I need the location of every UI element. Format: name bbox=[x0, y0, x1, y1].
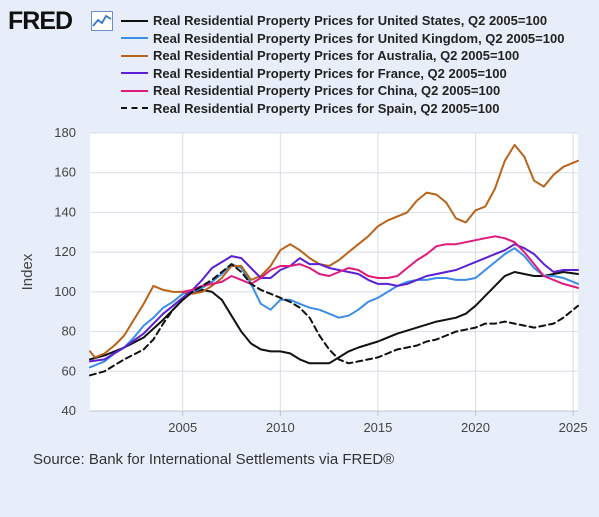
y-tick-label: 40 bbox=[62, 403, 76, 418]
legend-swatch bbox=[121, 107, 148, 110]
legend-item[interactable]: Real Residential Property Prices for Aus… bbox=[121, 47, 564, 65]
legend-swatch bbox=[121, 54, 148, 57]
x-tick-label: 2010 bbox=[266, 420, 295, 435]
legend-item[interactable]: Real Residential Property Prices for Uni… bbox=[121, 12, 564, 30]
series-line-0 bbox=[89, 271, 579, 365]
series-line-2 bbox=[89, 143, 579, 359]
legend-label: Real Residential Property Prices for Uni… bbox=[153, 13, 548, 29]
legend-label: Real Residential Property Prices for Spa… bbox=[153, 100, 500, 116]
y-tick-label: 60 bbox=[62, 363, 76, 378]
legend-label: Real Residential Property Prices for Aus… bbox=[153, 48, 520, 64]
legend-item[interactable]: Real Residential Property Prices for Spa… bbox=[121, 100, 564, 118]
series-line-1 bbox=[89, 247, 579, 369]
y-axis-title: Index bbox=[19, 253, 36, 290]
x-tick-label: 2020 bbox=[461, 420, 490, 435]
fred-logo[interactable]: FRED bbox=[8, 7, 73, 35]
y-tick-label: 120 bbox=[54, 244, 76, 259]
y-tick-label: 140 bbox=[54, 204, 76, 219]
legend-item[interactable]: Real Residential Property Prices for Uni… bbox=[121, 30, 564, 48]
chart-legend: Real Residential Property Prices for Uni… bbox=[121, 12, 564, 117]
y-tick-label: 180 bbox=[54, 125, 76, 140]
series-line-4 bbox=[181, 235, 579, 293]
legend-label: Real Residential Property Prices for Fra… bbox=[153, 65, 507, 81]
series-line-5 bbox=[89, 263, 579, 377]
y-tick-label: 80 bbox=[62, 324, 76, 339]
legend-item[interactable]: Real Residential Property Prices for Fra… bbox=[121, 65, 564, 83]
x-tick-label: 2005 bbox=[168, 420, 197, 435]
legend-swatch bbox=[121, 37, 148, 40]
y-tick-label: 100 bbox=[54, 284, 76, 299]
legend-item[interactable]: Real Residential Property Prices for Chi… bbox=[121, 82, 564, 100]
x-tick-label: 2025 bbox=[559, 420, 588, 435]
source-note: Source: Bank for International Settlemen… bbox=[33, 451, 395, 468]
legend-swatch bbox=[121, 19, 148, 22]
plot-area bbox=[90, 133, 578, 411]
line-chart-icon bbox=[91, 11, 113, 31]
legend-swatch bbox=[121, 89, 148, 92]
y-tick-label: 160 bbox=[54, 165, 76, 180]
legend-label: Real Residential Property Prices for Chi… bbox=[153, 83, 501, 99]
legend-label: Real Residential Property Prices for Uni… bbox=[153, 30, 565, 46]
legend-swatch bbox=[121, 72, 148, 75]
x-tick-label: 2015 bbox=[363, 420, 392, 435]
